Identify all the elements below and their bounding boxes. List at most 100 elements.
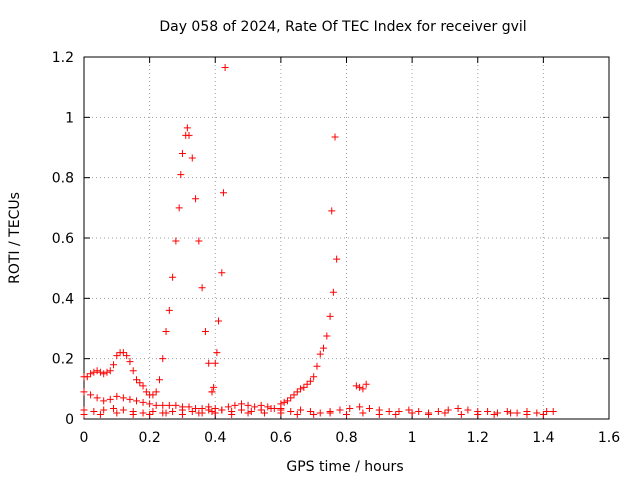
data-point-plus: [129, 410, 137, 418]
data-point-plus: [464, 406, 472, 414]
data-point-plus: [208, 388, 216, 396]
data-point-plus: [183, 124, 191, 132]
data-point-plus: [93, 367, 101, 375]
data-point-plus: [93, 394, 101, 402]
data-point-plus: [165, 306, 173, 314]
data-point-plus: [133, 397, 140, 405]
data-point-plus: [195, 409, 203, 417]
data-point-plus: [119, 394, 127, 402]
data-point-plus: [178, 410, 186, 418]
data-point-plus: [434, 407, 442, 415]
data-point-plus: [87, 391, 95, 399]
x-tick-label: 1.4: [532, 430, 554, 446]
series-group: [352, 380, 370, 393]
data-point-plus: [425, 410, 433, 418]
data-point-plus: [267, 404, 275, 412]
data-point-plus: [359, 409, 367, 417]
data-point-plus: [221, 64, 229, 72]
data-point-plus: [503, 407, 511, 415]
data-point-plus: [313, 362, 321, 370]
data-point-plus: [90, 368, 98, 376]
data-point-plus: [375, 410, 383, 418]
data-point-plus: [257, 406, 265, 414]
data-point-plus: [146, 400, 154, 408]
data-point-plus: [543, 407, 551, 415]
y-tick-label: 0.4: [52, 291, 74, 307]
data-point-plus: [224, 403, 232, 411]
data-point-plus: [352, 382, 360, 390]
data-point-plus: [165, 401, 173, 409]
chart-title: Day 058 of 2024, Rate Of TEC Index for r…: [159, 19, 526, 35]
data-point-plus: [251, 403, 259, 411]
data-point-plus: [96, 410, 104, 418]
x-tick-label: 0.6: [270, 430, 292, 446]
data-point-plus: [139, 398, 147, 406]
data-point-plus: [323, 332, 331, 340]
data-point-plus: [110, 404, 118, 412]
grid: [84, 57, 609, 419]
data-point-plus: [306, 407, 314, 415]
data-point-plus: [316, 409, 324, 417]
data-point-plus: [549, 407, 557, 415]
data-point-plus: [228, 410, 236, 418]
data-point-plus: [306, 377, 314, 385]
data-point-plus: [96, 368, 104, 376]
x-tick-label: 1: [408, 430, 417, 446]
data-point-plus: [287, 407, 295, 415]
data-point-plus: [100, 397, 108, 405]
data-point-plus: [113, 392, 121, 400]
data-point-plus: [310, 373, 318, 381]
data-point-plus: [277, 409, 285, 417]
series-group: [277, 255, 341, 408]
y-tick-label: 0.2: [52, 352, 74, 368]
data-point-plus: [280, 398, 288, 406]
data-point-plus: [195, 237, 203, 245]
data-point-plus: [356, 403, 364, 411]
data-point-plus: [205, 359, 213, 367]
data-point-plus: [231, 401, 239, 409]
series-group: [328, 133, 339, 215]
data-point-plus: [408, 409, 416, 417]
data-point-plus: [326, 409, 334, 417]
data-point-plus: [103, 368, 111, 376]
data-point-plus: [159, 355, 167, 363]
data-point-plus: [441, 409, 449, 417]
y-tick-label: 0: [65, 412, 74, 428]
data-point-plus: [80, 388, 88, 396]
data-point-plus: [474, 410, 482, 418]
data-point-plus: [205, 406, 213, 414]
data-point-plus: [215, 317, 223, 325]
y-axis-label: ROTI / TECUs: [7, 192, 23, 284]
data-point-plus: [149, 407, 157, 415]
data-point-plus: [328, 207, 336, 215]
y-tick-label: 0.6: [52, 231, 74, 247]
data-point-plus: [139, 382, 147, 390]
series-group: [80, 349, 157, 399]
data-point-plus: [185, 403, 193, 411]
data-points: [80, 64, 557, 418]
data-point-plus: [192, 404, 200, 412]
series-group: [80, 388, 285, 414]
data-point-plus: [201, 328, 209, 336]
data-point-plus: [80, 410, 88, 418]
data-point-plus: [90, 407, 98, 415]
data-point-plus: [211, 409, 219, 417]
data-point-plus: [293, 410, 301, 418]
data-point-plus: [198, 284, 206, 292]
data-point-plus: [293, 388, 301, 396]
data-point-plus: [188, 407, 196, 415]
data-point-plus: [113, 409, 121, 417]
x-tick-label: 1.6: [598, 430, 620, 446]
data-point-plus: [119, 406, 127, 414]
data-point-plus: [297, 385, 305, 393]
data-point-plus: [219, 189, 227, 197]
data-point-plus: [208, 407, 216, 415]
data-point-plus: [136, 379, 144, 387]
data-point-plus: [454, 404, 462, 412]
data-point-plus: [210, 383, 218, 391]
data-point-plus: [129, 367, 137, 375]
series-group: [80, 409, 547, 418]
x-tick-label: 0.8: [335, 430, 357, 446]
data-point-plus: [175, 204, 183, 212]
